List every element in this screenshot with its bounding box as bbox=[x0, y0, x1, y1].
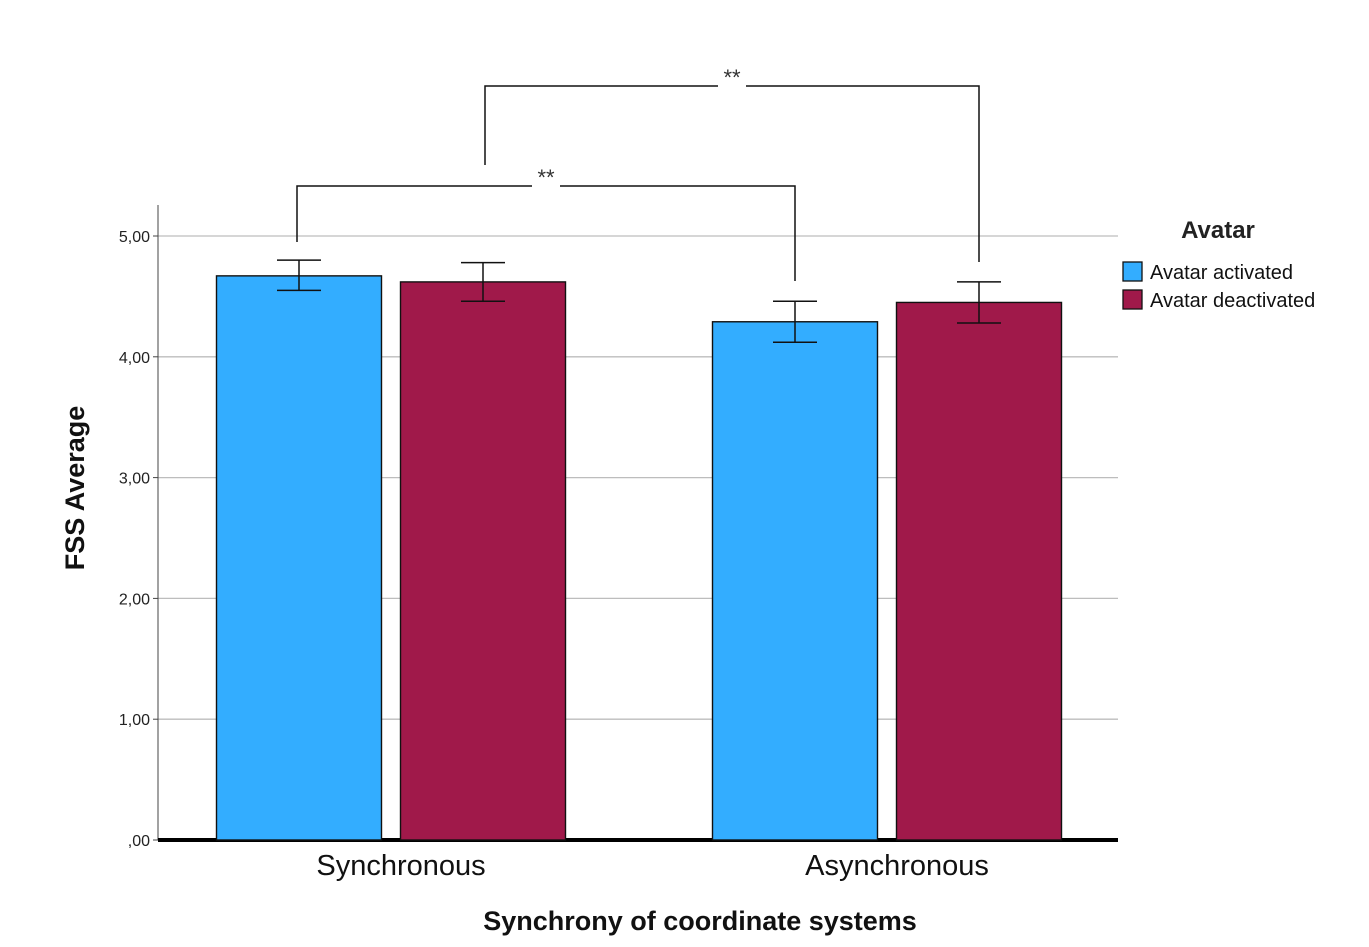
y-tick-label: 4,00 bbox=[119, 350, 150, 367]
legend-label: Avatar deactivated bbox=[1150, 290, 1315, 312]
error-bars bbox=[277, 259, 1001, 344]
bars bbox=[215, 275, 1063, 841]
significance-label: ** bbox=[537, 165, 555, 190]
x-category-label: Asynchronous bbox=[805, 850, 989, 882]
y-tick-label: 3,00 bbox=[119, 471, 150, 488]
bar-0-1 bbox=[399, 281, 567, 841]
significance-bracket bbox=[296, 185, 532, 242]
y-tick-label: 5,00 bbox=[119, 229, 150, 246]
y-axis-title: FSS Average bbox=[60, 406, 90, 571]
x-category-label: Synchronous bbox=[316, 850, 485, 882]
y-tick-label: 2,00 bbox=[119, 591, 150, 608]
legend-swatch bbox=[1122, 289, 1143, 310]
legend-swatch bbox=[1122, 261, 1143, 282]
legend-title: Avatar bbox=[1181, 217, 1255, 244]
significance-label: ** bbox=[723, 65, 741, 90]
legend: Avatar Avatar activated Avatar deactivate… bbox=[1122, 217, 1315, 312]
significance-bracket bbox=[746, 85, 980, 262]
y-tick-label: ,00 bbox=[128, 833, 150, 850]
significance-bracket bbox=[484, 85, 718, 165]
bar-1-1 bbox=[895, 301, 1063, 841]
tick-labels: ,00 1,00 2,00 3,00 4,00 5,00 Synchronous Asynch… bbox=[119, 229, 989, 882]
x-axis-title: Synchrony of coordinate systems bbox=[483, 906, 917, 936]
bar-1-0 bbox=[711, 321, 879, 841]
bar-0-0 bbox=[215, 275, 383, 841]
y-tick-label: 1,00 bbox=[119, 712, 150, 729]
significance-bracket bbox=[560, 185, 796, 281]
legend-label: Avatar activated bbox=[1150, 262, 1293, 284]
significance-brackets: ** ** bbox=[296, 65, 980, 281]
